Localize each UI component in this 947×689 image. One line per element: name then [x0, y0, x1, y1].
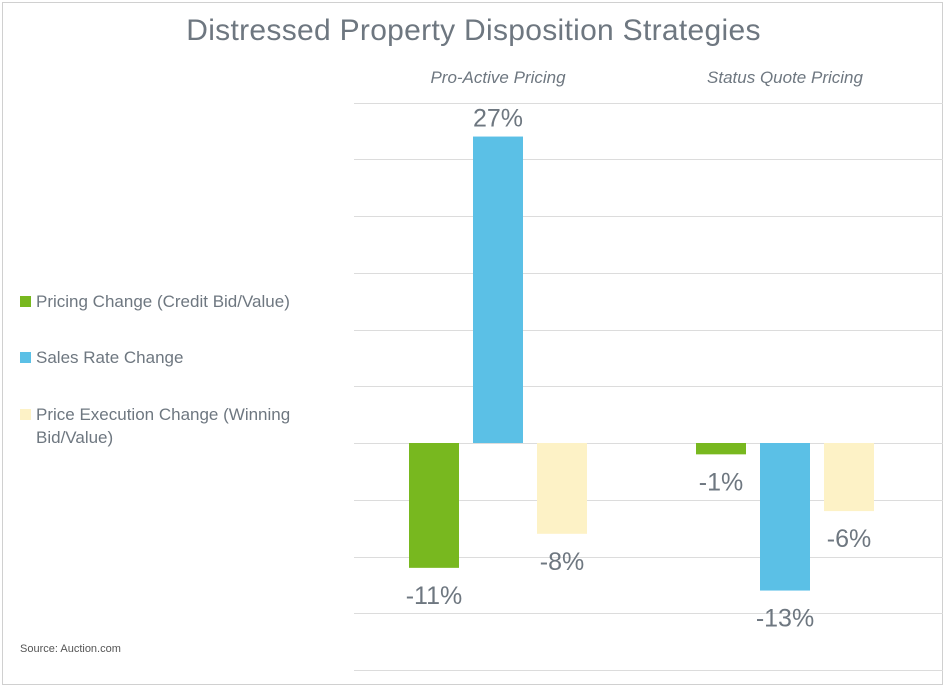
- data-label: -6%: [827, 525, 871, 553]
- bar: [824, 443, 874, 512]
- source-note: Source: Auction.com: [20, 643, 121, 655]
- legend-label-price-execution-change: Price Execution Change (Winning Bid/Valu…: [36, 405, 291, 447]
- data-label: 27%: [473, 105, 523, 133]
- data-label: -1%: [699, 468, 743, 496]
- category-label: Status Quote Pricing: [707, 68, 863, 87]
- bar: [473, 136, 523, 444]
- data-label: -8%: [540, 548, 584, 576]
- legend-swatch-price-execution-change: [20, 409, 31, 420]
- chart-title: Distressed Property Disposition Strategi…: [186, 14, 761, 47]
- legend-label-pricing-change: Pricing Change (Credit Bid/Value): [36, 292, 290, 311]
- bar: [409, 443, 459, 568]
- category-labels: Pro-Active Pricing Status Quote Pricing: [430, 68, 863, 87]
- bars: [409, 136, 874, 591]
- data-labels: -11% -1% 27% -13% -8% -6%: [406, 105, 871, 633]
- data-label: -13%: [756, 605, 814, 633]
- bar: [696, 443, 746, 455]
- legend-item-price-execution-change: Price Execution Change (Winning Bid/Valu…: [20, 403, 340, 449]
- legend-swatch-sales-rate-change: [20, 352, 31, 363]
- legend-item-sales-rate-change: Sales Rate Change: [20, 346, 340, 369]
- bar: [760, 443, 810, 591]
- bar: [537, 443, 587, 534]
- legend-label-sales-rate-change: Sales Rate Change: [36, 348, 184, 367]
- legend-swatch-pricing-change: [20, 296, 31, 307]
- data-label: -11%: [406, 582, 463, 610]
- legend-item-pricing-change: Pricing Change (Credit Bid/Value): [20, 290, 340, 313]
- category-label: Pro-Active Pricing: [430, 68, 566, 87]
